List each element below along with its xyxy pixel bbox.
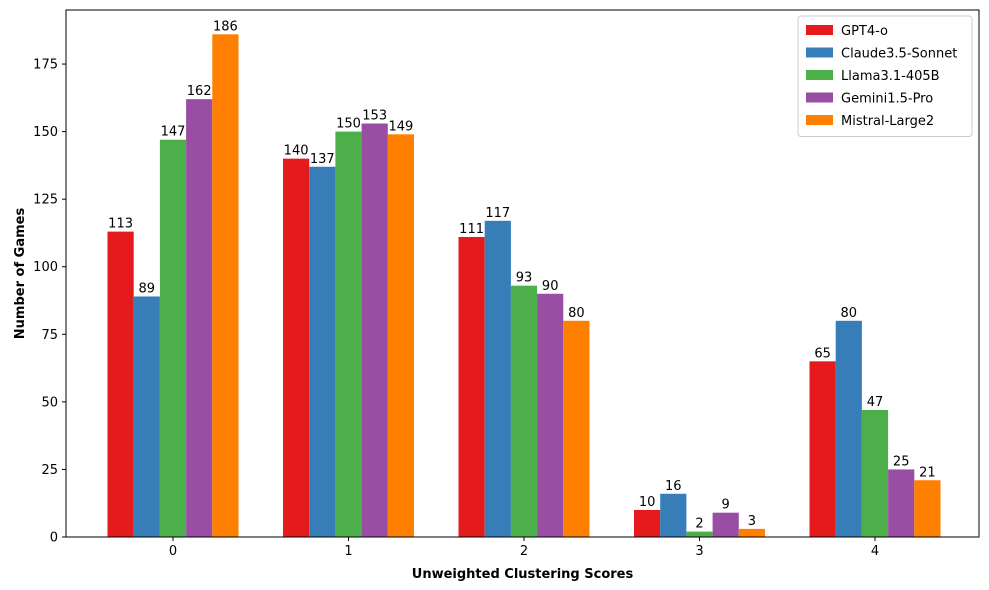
bar-mistral-large2-cat-2: [563, 320, 590, 537]
bar-claude3-5-sonnet-cat-0: [133, 296, 160, 537]
x-tick-label: 3: [695, 544, 703, 559]
bar-claude3-5-sonnet-cat-3: [660, 493, 687, 537]
y-axis-title: Number of Games: [13, 208, 28, 340]
data-label: 90: [542, 279, 559, 294]
data-label: 65: [814, 346, 831, 361]
y-tick-label: 150: [33, 125, 58, 140]
legend-swatch: [806, 25, 833, 35]
bar-claude3-5-sonnet-cat-2: [484, 220, 511, 538]
y-tick-label: 175: [33, 58, 58, 73]
x-axis-title: Unweighted Clustering Scores: [412, 567, 634, 582]
data-label: 162: [187, 84, 212, 99]
bar-claude3-5-sonnet-cat-4: [835, 320, 862, 537]
bar-gemini1-5-pro-cat-4: [888, 469, 915, 537]
bar-gemini1-5-pro-cat-0: [186, 99, 213, 538]
data-label: 25: [893, 454, 910, 469]
y-tick-label: 125: [33, 193, 58, 208]
bar-gpt4-o-cat-1: [283, 158, 310, 537]
data-label: 2: [695, 517, 703, 532]
x-tick-label: 1: [344, 544, 352, 559]
bar-llama3-1-405b-cat-3: [686, 531, 713, 537]
bar-gpt4-o-cat-4: [809, 361, 836, 537]
x-tick-label: 2: [520, 544, 528, 559]
bar-mistral-large2-cat-3: [738, 528, 765, 537]
bar-gemini1-5-pro-cat-2: [537, 293, 564, 537]
data-label: 117: [485, 206, 510, 221]
legend-swatch: [806, 115, 833, 125]
data-label: 186: [213, 19, 238, 34]
legend-swatch: [806, 92, 833, 103]
data-label: 150: [336, 117, 361, 132]
data-label: 89: [139, 281, 156, 296]
data-label: 137: [310, 152, 335, 167]
bar-llama3-1-405b-cat-4: [861, 409, 889, 537]
data-label: 93: [516, 271, 533, 286]
x-tick-label: 4: [871, 544, 879, 559]
data-label: 16: [665, 479, 682, 494]
y-axis: 0 25 50 75 100 125 150 175: [33, 58, 66, 546]
bar-gpt4-o-cat-3: [634, 509, 661, 537]
y-tick-label: 25: [41, 463, 58, 478]
bar-mistral-large2-cat-1: [387, 134, 414, 537]
x-axis: 0 1 2 3 4: [169, 537, 879, 559]
data-label: 147: [161, 125, 186, 140]
bar-gpt4-o-cat-0: [107, 231, 134, 538]
data-label: 80: [568, 306, 585, 321]
bar-gemini1-5-pro-cat-1: [361, 123, 388, 537]
legend-label: Mistral-Large2: [841, 114, 934, 129]
data-label: 3: [748, 514, 756, 529]
legend-box: [797, 15, 973, 137]
y-tick-label: 50: [41, 395, 58, 410]
bar-mistral-large2-cat-4: [914, 480, 941, 537]
legend-label: Llama3.1-405B: [841, 69, 940, 84]
data-label: 113: [108, 217, 133, 232]
data-label: 21: [919, 465, 936, 480]
bar-claude3-5-sonnet-cat-1: [309, 166, 336, 537]
legend-label: Gemini1.5-Pro: [841, 92, 933, 107]
x-tick-label: 0: [169, 544, 177, 559]
legend-label: Claude3.5-Sonnet: [841, 47, 957, 62]
data-label: 80: [841, 306, 858, 321]
data-label: 140: [284, 144, 309, 159]
bar-mistral-large2-cat-0: [212, 34, 239, 537]
bar-labels-layer: 1131401111065891371171680147150932471621…: [108, 19, 935, 531]
bar-gpt4-o-cat-2: [458, 237, 485, 537]
data-label: 111: [459, 222, 484, 237]
data-label: 149: [388, 119, 413, 134]
legend-swatch: [806, 70, 833, 80]
y-tick-label: 75: [41, 328, 58, 343]
data-label: 9: [722, 498, 730, 513]
legend-label: GPT4-o: [841, 24, 888, 39]
plot-frame: [65, 9, 980, 538]
y-tick-label: 0: [50, 531, 58, 546]
bar-llama3-1-405b-cat-2: [510, 285, 538, 537]
bars-layer: [107, 34, 941, 538]
y-tick-label: 100: [33, 260, 58, 275]
data-label: 47: [867, 395, 884, 410]
bar-llama3-1-405b-cat-1: [335, 131, 362, 537]
legend: GPT4-o Claude3.5-Sonnet Llama3.1-405B Gemin…: [797, 15, 973, 137]
legend-swatch: [806, 47, 833, 58]
bar-gemini1-5-pro-cat-3: [712, 512, 739, 537]
data-label: 10: [639, 495, 656, 510]
data-label: 153: [362, 109, 387, 124]
bar-llama3-1-405b-cat-0: [159, 139, 187, 537]
